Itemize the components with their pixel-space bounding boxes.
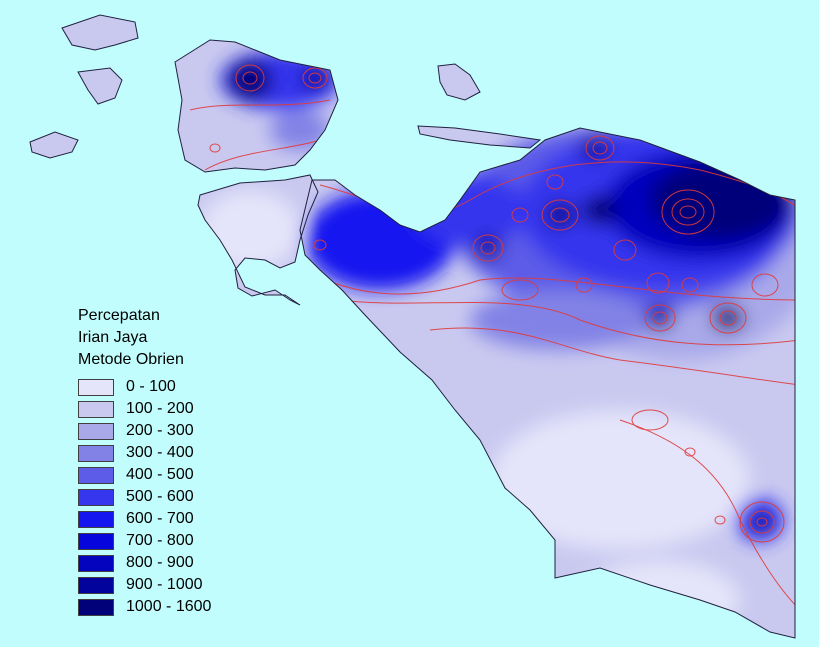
legend-range-label: 500 - 600 xyxy=(126,488,194,505)
legend-swatch xyxy=(78,378,114,396)
legend-row: 300 - 400 xyxy=(78,442,211,464)
legend-title-line: Irian Jaya xyxy=(78,329,148,346)
legend-swatch xyxy=(78,598,114,616)
legend-row: 200 - 300 xyxy=(78,420,211,442)
legend-swatch xyxy=(78,444,114,462)
legend-swatch xyxy=(78,510,114,528)
legend-title-line: Percepatan xyxy=(78,307,160,324)
legend-title: Percepatan Irian Jaya Metode Obrien xyxy=(78,305,211,371)
legend-row: 1000 - 1600 xyxy=(78,596,211,618)
legend-row: 800 - 900 xyxy=(78,552,211,574)
legend-swatch xyxy=(78,488,114,506)
legend-row: 700 - 800 xyxy=(78,530,211,552)
legend-range-label: 100 - 200 xyxy=(126,400,194,417)
legend-range-label: 200 - 300 xyxy=(126,422,194,439)
legend-swatch xyxy=(78,422,114,440)
legend-swatch xyxy=(78,576,114,594)
map-legend: Percepatan Irian Jaya Metode Obrien 0 - … xyxy=(78,305,211,618)
legend-swatch xyxy=(78,466,114,484)
legend-range-label: 300 - 400 xyxy=(126,444,194,461)
legend-row: 500 - 600 xyxy=(78,486,211,508)
legend-swatch xyxy=(78,400,114,418)
legend-row: 100 - 200 xyxy=(78,398,211,420)
legend-range-label: 0 - 100 xyxy=(126,378,176,395)
legend-row: 600 - 700 xyxy=(78,508,211,530)
legend-swatch xyxy=(78,554,114,572)
legend-title-line: Metode Obrien xyxy=(78,351,184,368)
legend-range-label: 800 - 900 xyxy=(126,554,194,571)
legend-range-label: 400 - 500 xyxy=(126,466,194,483)
legend-row: 400 - 500 xyxy=(78,464,211,486)
legend-row: 900 - 1000 xyxy=(78,574,211,596)
legend-range-label: 700 - 800 xyxy=(126,532,194,549)
legend-items: 0 - 100 100 - 200 200 - 300 300 - 400 400 - … xyxy=(78,376,211,618)
legend-range-label: 900 - 1000 xyxy=(126,576,203,593)
legend-swatch xyxy=(78,532,114,550)
legend-range-label: 1000 - 1600 xyxy=(126,598,212,615)
legend-range-label: 600 - 700 xyxy=(126,510,194,527)
legend-row: 0 - 100 xyxy=(78,376,211,398)
